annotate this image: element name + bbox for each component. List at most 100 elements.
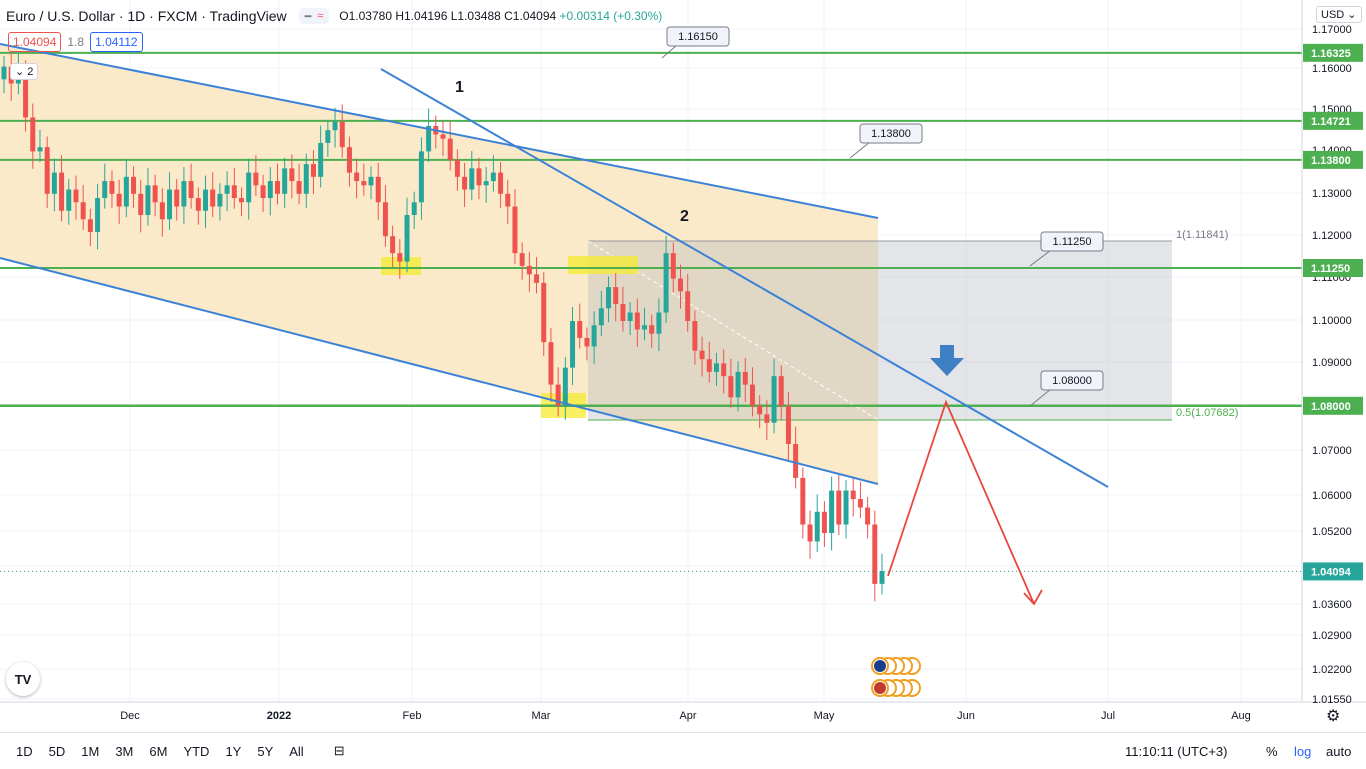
candle-body	[728, 376, 734, 398]
callout-label: 1.11250	[1053, 236, 1092, 248]
forecast-path	[887, 399, 1035, 605]
candle-body	[267, 181, 273, 199]
gear-icon[interactable]: ⚙	[1326, 708, 1341, 725]
range-5y[interactable]: 5Y	[257, 743, 274, 759]
x-tick-label: Dec	[120, 710, 140, 722]
channel-lower-line	[0, 257, 879, 485]
candle-body	[325, 130, 331, 143]
candle-body	[814, 511, 820, 542]
candle-body	[138, 193, 144, 215]
candle-body	[469, 168, 475, 190]
y-tick-label: 1.16000	[1312, 63, 1352, 75]
level-price-badge	[1303, 396, 1363, 415]
candle-body	[217, 193, 223, 207]
range-1m[interactable]: 1M	[81, 743, 100, 759]
close-value: C1.04094	[504, 9, 557, 23]
channel-upper-line	[0, 43, 879, 219]
ask-badge[interactable]: 1.04112	[90, 32, 143, 52]
candle-body	[706, 359, 712, 372]
range-all[interactable]: All	[289, 743, 304, 759]
candle-body	[656, 312, 662, 334]
y-tick-label: 1.07000	[1312, 445, 1352, 457]
candle-body	[203, 189, 209, 211]
candle-body	[354, 172, 360, 182]
last-price-badge	[1303, 562, 1363, 581]
candle-body	[59, 172, 65, 211]
candle-body	[131, 176, 137, 194]
y-tick-label: 1.03600	[1312, 599, 1352, 611]
candle-body	[303, 164, 309, 194]
clock[interactable]: 11:10:11 (UTC+3)	[1125, 743, 1228, 759]
indicator-pill[interactable]: ━ ≈	[298, 8, 330, 24]
candle-body	[670, 253, 676, 279]
candle-body	[742, 371, 748, 385]
candle-body	[785, 405, 791, 444]
candle-body	[30, 117, 36, 152]
candle-body	[498, 172, 504, 194]
percent-toggle[interactable]: %	[1266, 743, 1278, 759]
forecast-arrowhead	[1023, 589, 1043, 606]
candle-body	[692, 321, 698, 351]
currency-select[interactable]: USD ⌄	[1316, 6, 1362, 23]
candle-body	[476, 168, 482, 186]
callout-pointer	[1029, 388, 1052, 407]
candle-body	[620, 304, 626, 321]
high-value: H1.04196	[395, 9, 448, 23]
tradingview-logo[interactable]: TV	[6, 662, 40, 696]
ohlc-readout: O1.03780 H1.04196 L1.03488 C1.04094 +0.0…	[339, 9, 662, 23]
price-chart[interactable]: 1 2 1.16150 1.13800 1.11250 1.08000 1(1.11841)…	[0, 0, 1366, 732]
y-tick-label: 1.17000	[1312, 24, 1352, 36]
symbol-title[interactable]: Euro / U.S. Dollar · 1D · FXCM · Trading…	[6, 8, 287, 24]
bid-badge[interactable]: 1.04094	[8, 32, 62, 52]
range-1d[interactable]: 1D	[16, 743, 33, 759]
candle-body	[253, 172, 259, 186]
wave-label: 1	[455, 79, 464, 96]
candle-body	[167, 189, 173, 220]
range-3m[interactable]: 3M	[115, 743, 134, 759]
candle-body	[807, 524, 813, 542]
candle-body	[872, 524, 878, 584]
range-5d[interactable]: 5D	[48, 743, 66, 759]
level-price-label: 1.08000	[1311, 401, 1351, 413]
candle-body	[879, 571, 885, 584]
us-flag-icon	[874, 682, 886, 694]
candle-body	[598, 308, 604, 326]
low-value: L1.03488	[450, 9, 501, 23]
candle-body	[677, 278, 683, 292]
candle-body	[375, 176, 381, 203]
candle-body	[411, 202, 417, 215]
y-tick-label: 1.05200	[1312, 526, 1352, 538]
range-6m[interactable]: 6M	[149, 743, 168, 759]
candle-body	[109, 181, 115, 194]
log-toggle[interactable]: log	[1294, 743, 1312, 759]
date-range-icon[interactable]: ⊟	[333, 743, 345, 758]
candle-body	[210, 189, 216, 207]
candle-body	[663, 253, 669, 313]
candle-body	[462, 176, 468, 190]
candle-body	[642, 325, 648, 330]
y-tick-label: 1.01550	[1312, 694, 1352, 706]
callout-pointer	[1029, 249, 1052, 267]
chevron-down-icon: ⌄	[1347, 9, 1357, 21]
candle-body	[73, 189, 79, 203]
y-tick-label: 1.10000	[1312, 315, 1352, 327]
change-value: +0.00314 (+0.30%)	[559, 9, 663, 23]
callout-box	[1040, 231, 1104, 252]
range-ytd[interactable]: YTD	[183, 743, 210, 759]
candle-body	[555, 384, 561, 406]
callout-label: 1.08000	[1052, 375, 1092, 387]
range-1y[interactable]: 1Y	[225, 743, 242, 759]
resistance-trend-line	[380, 68, 1109, 488]
auto-toggle[interactable]: auto	[1326, 743, 1352, 759]
highlight-box	[381, 257, 421, 275]
wave-label: 2	[680, 208, 689, 225]
collapse-button[interactable]: ⌄ 2	[10, 63, 39, 80]
candle-body	[332, 121, 338, 131]
candle-body	[1, 66, 7, 80]
callout-pointer	[661, 44, 678, 59]
candle-body	[541, 282, 547, 343]
callout-box	[1040, 370, 1104, 391]
candle-body	[505, 193, 511, 207]
candle-body	[260, 185, 266, 199]
candle-body	[397, 253, 403, 262]
